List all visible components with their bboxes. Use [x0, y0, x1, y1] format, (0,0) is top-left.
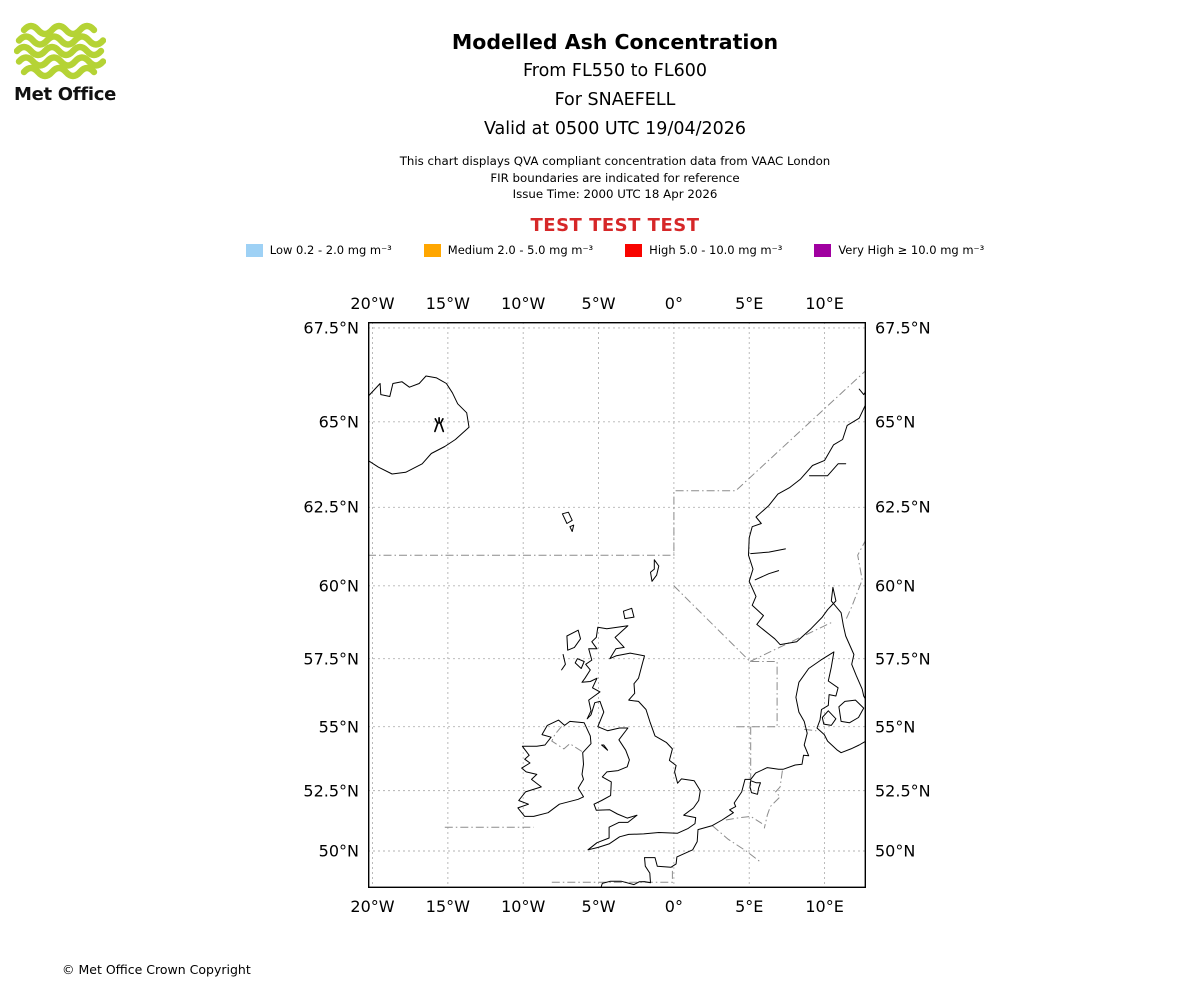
lat-label-left-57.5°N: 57.5°N — [303, 649, 359, 669]
lon-label-bottom-15°W: 15°W — [425, 897, 470, 916]
lon-label-top-0°: 0° — [664, 294, 683, 313]
coastline-great-britain — [581, 625, 701, 851]
coastline-trondheimsfjord — [809, 463, 847, 477]
legend-label-very-high: Very High ≥ 10.0 mg m⁻³ — [838, 243, 985, 257]
lon-label-top-10°W: 10°W — [501, 294, 546, 313]
fir-channel-south — [551, 867, 673, 883]
coastline-orkney — [622, 607, 635, 620]
lat-label-right-57.5°N: 57.5°N — [875, 649, 931, 669]
met-office-logo: Met Office — [14, 22, 134, 105]
lon-label-top-15°W: 15°W — [425, 294, 470, 313]
border-uk-ireland — [551, 725, 583, 752]
border-belgium-netherlands — [725, 815, 763, 825]
lat-label-right-67.5°N: 67.5°N — [875, 318, 931, 338]
coastline-shetland — [650, 559, 660, 582]
lat-label-right-52.5°N: 52.5°N — [875, 781, 931, 801]
legend-swatch-high — [625, 243, 643, 257]
coastline-zealand — [838, 699, 865, 724]
border-norway-sweden — [845, 539, 866, 619]
coastline-ireland — [517, 719, 592, 817]
legend-label-medium: Medium 2.0 - 5.0 mg m⁻³ — [447, 243, 594, 257]
legend-swatch-medium — [423, 243, 441, 257]
coastline-ijsselmeer — [749, 780, 761, 795]
legend-label-low: Low 0.2 - 2.0 mg m⁻³ — [269, 243, 392, 257]
lat-label-left-67.5°N: 67.5°N — [303, 318, 359, 338]
lat-label-left-55°N: 55°N — [318, 717, 359, 737]
lon-label-bottom-0°: 0° — [664, 897, 683, 916]
lat-label-left-50°N: 50°N — [318, 841, 359, 861]
coastline-continental-coast — [600, 651, 866, 888]
coastline-skye — [574, 658, 585, 669]
coastline-sognefjord — [750, 548, 786, 555]
legend-label-high: High 5.0 - 10.0 mg m⁻³ — [649, 243, 783, 257]
lon-label-top-5°W: 5°W — [581, 294, 616, 313]
lat-label-left-62.5°N: 62.5°N — [303, 497, 359, 517]
legend-swatch-very-high — [814, 243, 832, 257]
concentration-legend: Low 0.2 - 2.0 mg m⁻³ Medium 2.0 - 5.0 mg … — [30, 243, 1200, 257]
note-qva: This chart displays QVA compliant concen… — [399, 154, 831, 168]
lon-label-top-20°W: 20°W — [350, 294, 395, 313]
map-area — [368, 322, 866, 888]
coastline-hardangerfjord — [754, 570, 780, 581]
header-notes: This chart displays QVA compliant concen… — [30, 153, 1200, 203]
lat-label-right-60°N: 60°N — [875, 576, 916, 596]
legend-item-high: High 5.0 - 10.0 mg m⁻³ — [625, 243, 782, 257]
lat-label-right-65°N: 65°N — [875, 412, 916, 432]
copyright-text: © Met Office Crown Copyright — [62, 962, 251, 977]
lon-label-bottom-10°E: 10°E — [805, 897, 844, 916]
gridlines — [368, 322, 866, 888]
subtitle-volcano: For SNAEFELL — [554, 90, 676, 110]
legend-swatch-low — [245, 243, 263, 257]
subtitle-flight-levels: From FL550 to FL600 — [522, 61, 708, 81]
coastline-faroe-south — [569, 524, 575, 532]
coastline-funen — [821, 710, 837, 726]
header-titles: Modelled Ash Concentration From FL550 to… — [30, 30, 1200, 236]
note-fir: FIR boundaries are indicated for referen… — [490, 170, 740, 185]
lon-label-bottom-10°W: 10°W — [501, 897, 546, 916]
page-title: Modelled Ash Concentration — [451, 30, 779, 54]
lon-label-bottom-5°E: 5°E — [735, 897, 764, 916]
lon-label-top-10°E: 10°E — [805, 294, 844, 313]
coastline-uist — [561, 654, 566, 671]
border-netherlands-germany — [763, 770, 783, 829]
coastlines — [368, 375, 866, 888]
legend-item-very-high: Very High ≥ 10.0 mg m⁻³ — [814, 243, 984, 257]
lon-label-top-5°E: 5°E — [735, 294, 764, 313]
test-banner: TEST TEST TEST — [530, 214, 700, 236]
lon-label-bottom-5°W: 5°W — [581, 897, 616, 916]
map-frame — [368, 322, 866, 888]
map-content — [368, 322, 866, 888]
map — [368, 322, 866, 888]
fir-skagerrak-diagonal — [749, 621, 834, 662]
met-office-logo-text: Met Office — [14, 84, 117, 105]
lat-label-left-65°N: 65°N — [318, 412, 359, 432]
lon-label-bottom-20°W: 20°W — [350, 897, 395, 916]
coastline-isle-of-man — [601, 744, 609, 751]
legend-item-low: Low 0.2 - 2.0 mg m⁻³ — [245, 243, 392, 257]
subtitle-valid-time: Valid at 0500 UTC 19/04/2026 — [483, 119, 747, 139]
lat-label-left-60°N: 60°N — [318, 576, 359, 596]
coastline-faroe-north — [561, 511, 573, 524]
border-france-belgium — [711, 825, 761, 862]
met-office-logo-waves — [14, 22, 106, 80]
legend-item-medium: Medium 2.0 - 5.0 mg m⁻³ — [423, 243, 594, 257]
lat-label-left-52.5°N: 52.5°N — [303, 781, 359, 801]
volcano-marker-snaefell — [434, 417, 445, 433]
lat-label-right-62.5°N: 62.5°N — [875, 497, 931, 517]
coastline-norway-sweden — [748, 403, 866, 701]
fir-reykjavik-south — [368, 370, 866, 556]
lat-label-right-50°N: 50°N — [875, 841, 916, 861]
lat-label-right-55°N: 55°N — [875, 717, 916, 737]
fir-scottish-stavanger — [673, 585, 778, 728]
note-issue-time: Issue Time: 2000 UTC 18 Apr 2026 — [512, 187, 718, 201]
coastline-lewis — [566, 629, 581, 651]
coastline-iceland — [368, 375, 470, 475]
